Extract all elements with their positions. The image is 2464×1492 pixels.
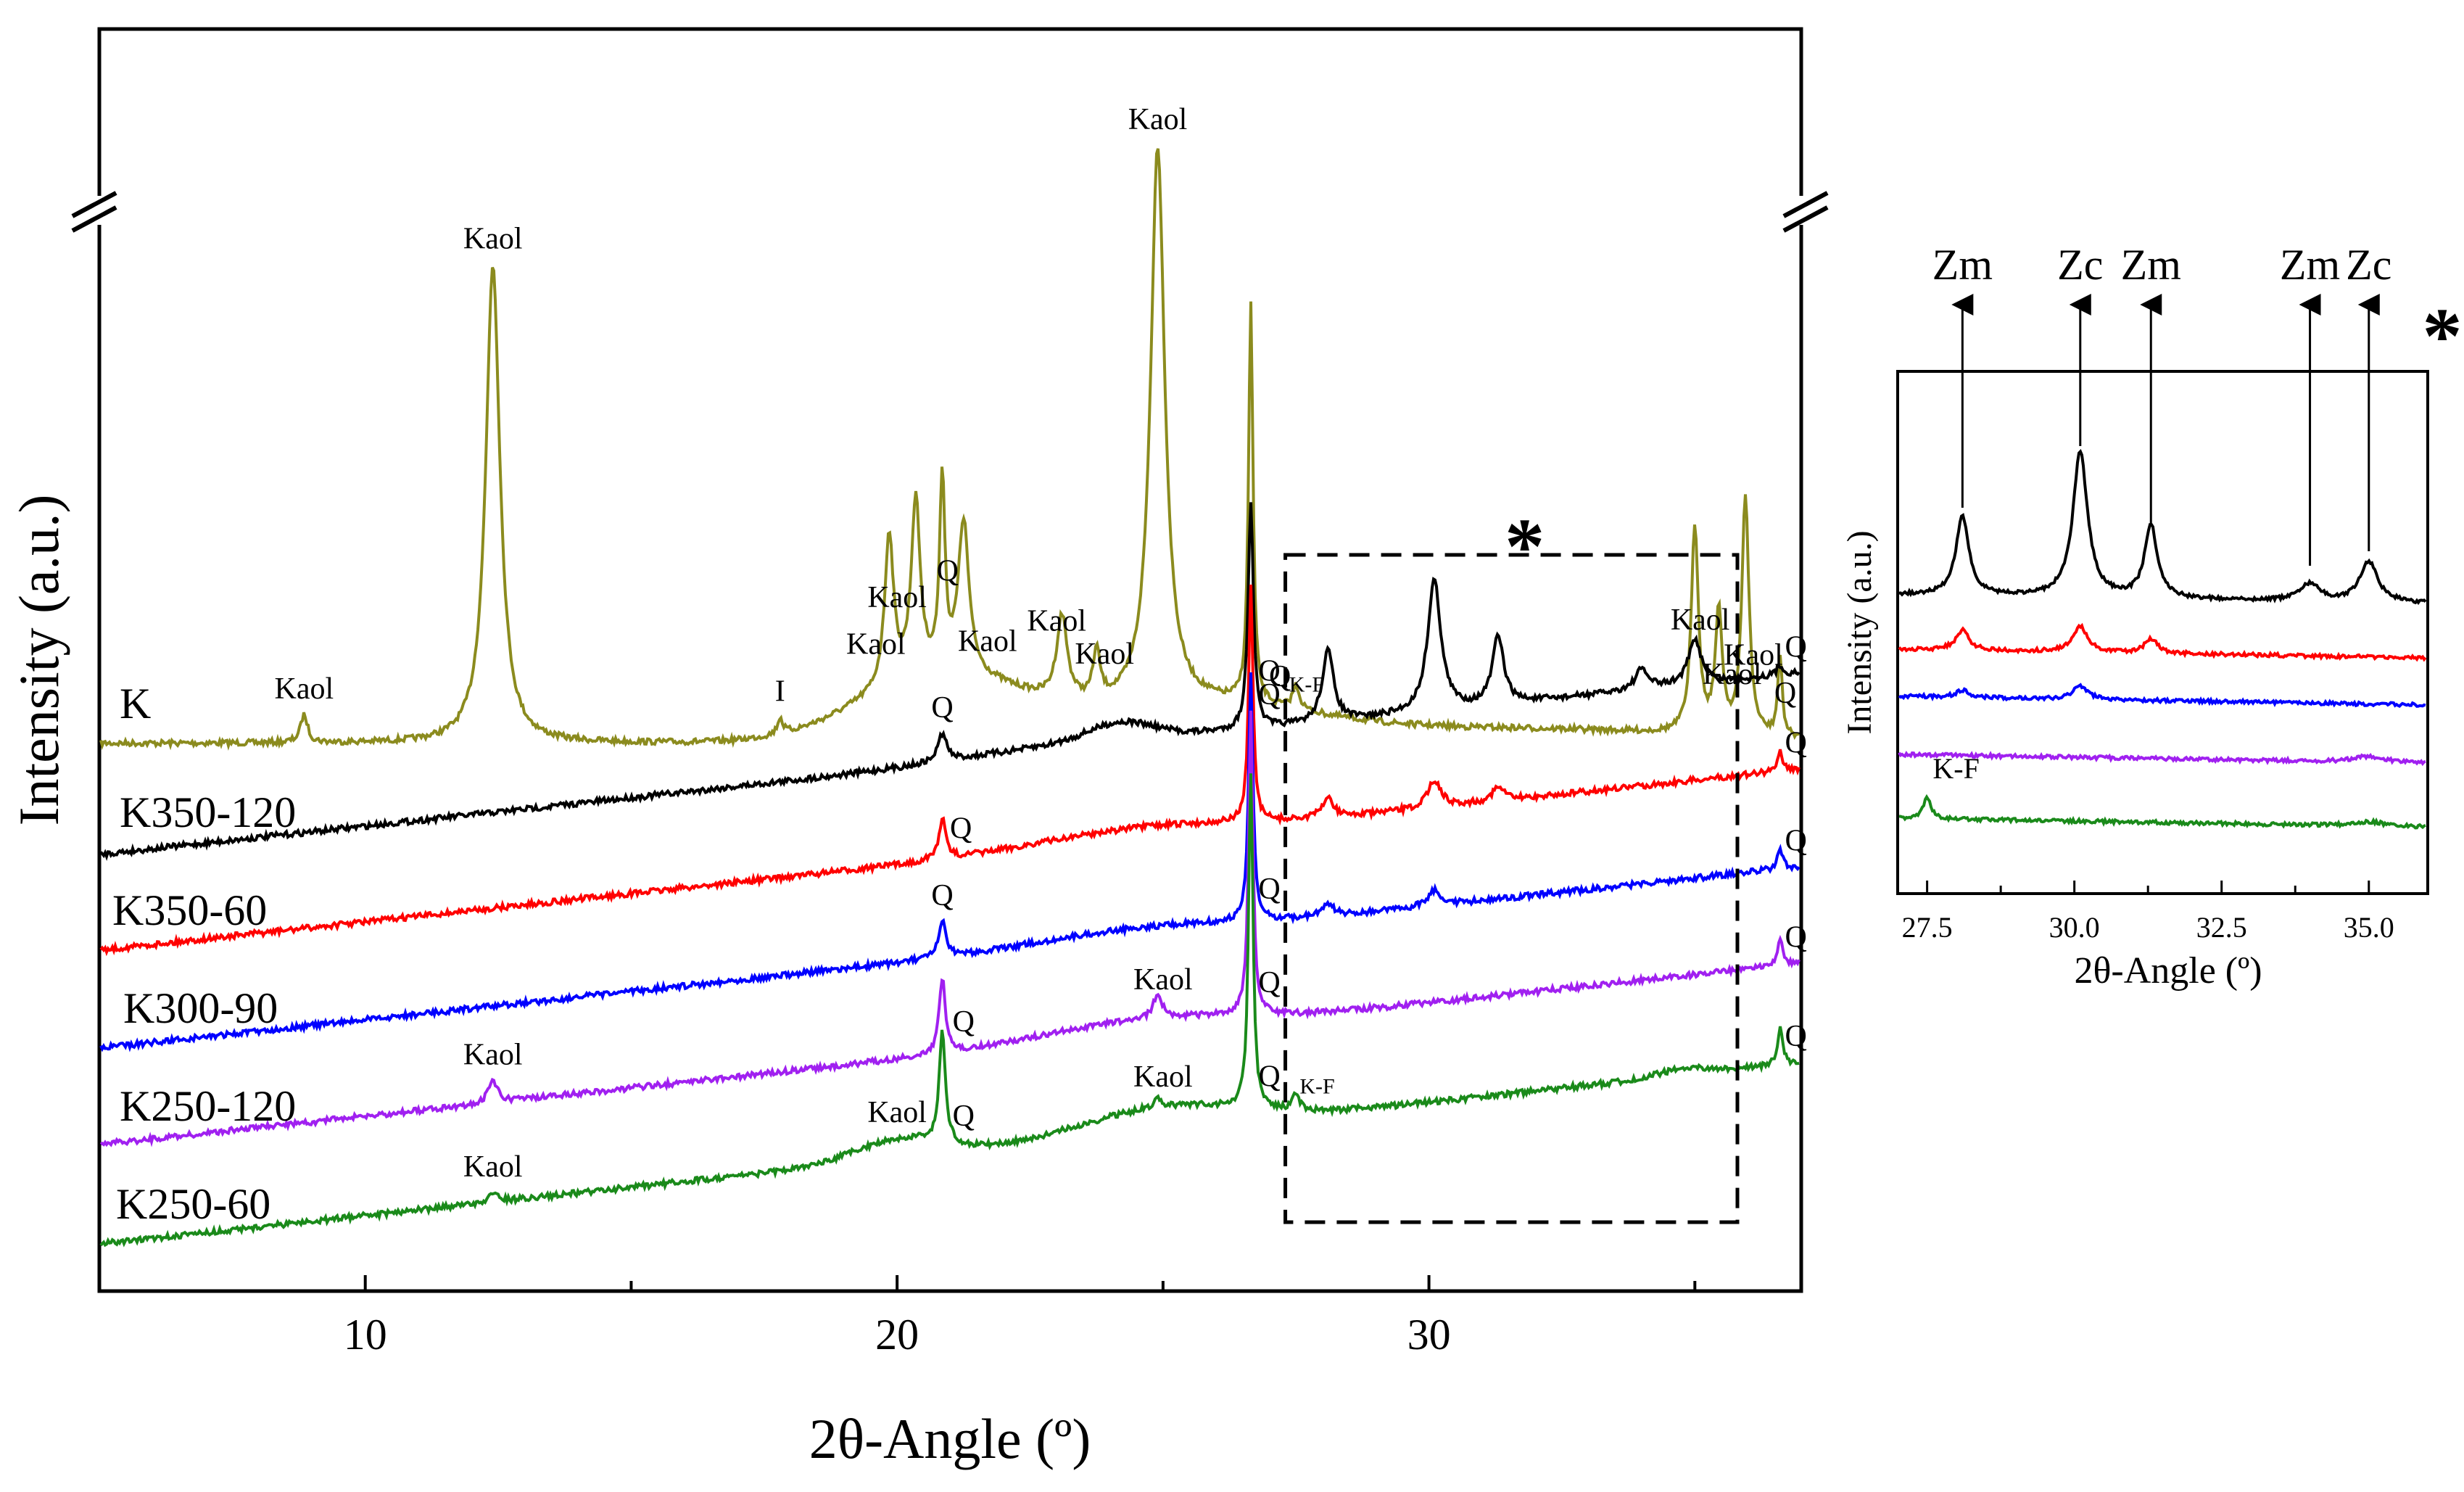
main-x-ticks: 10 20 30: [98, 1275, 1697, 1359]
peak-label: Q: [1269, 660, 1291, 693]
peak-label: Q: [1258, 1060, 1280, 1094]
peak-label: Q: [1785, 1020, 1806, 1053]
inset-x-tick-label: 27.5: [1902, 911, 1953, 944]
peak-label: Kaol: [1075, 638, 1134, 671]
sample-label: K: [120, 680, 151, 728]
peak-label: Q: [931, 691, 953, 725]
series-line-K250-120: [99, 710, 1801, 1147]
peak-label: Q: [1785, 920, 1806, 954]
phase-label: Zm: [2280, 241, 2340, 289]
peak-label: Q: [950, 812, 972, 846]
sample-label: K250-60: [116, 1180, 270, 1228]
main-sample-labels: K K350-120 K350-60 K300-90 K250-120 K250-60: [112, 680, 296, 1228]
phase-label: Zc: [2057, 241, 2103, 289]
peak-label: Q: [1774, 677, 1796, 710]
peak-label: Q: [953, 1005, 975, 1039]
inset-series-line-K350-120: [1898, 449, 2427, 606]
inset-series-line-K300-90: [1898, 683, 2426, 708]
zoom-region-box: [1283, 553, 1740, 1224]
peak-label: Kaol: [1133, 1060, 1193, 1094]
peak-label: Kaol: [867, 581, 927, 614]
peak-label: Kaol: [463, 223, 523, 256]
peak-label: Kaol: [1027, 605, 1086, 638]
inset-x-ticks: 27.5 30.0 32.5 35.0: [1902, 881, 2394, 944]
x-tick-label: 20: [875, 1311, 919, 1359]
inset-peak-label: K-F: [1932, 752, 1979, 785]
peak-label: Q: [931, 879, 953, 912]
peak-label: K-F: [1299, 1074, 1334, 1098]
sample-label: K250-120: [120, 1082, 296, 1130]
peak-label: Q: [1785, 630, 1806, 664]
peak-label: Kaol: [463, 1038, 523, 1071]
inset-chart: 27.5 30.0 32.5 35.0 Zm Zc Zm Zm Zc K-F * 2θ-Ang…: [1840, 241, 2463, 992]
peak-label: K-F: [1289, 672, 1324, 696]
main-x-axis-label: 2θ-Angle (º): [809, 1407, 1091, 1470]
peak-label: Q: [1258, 966, 1280, 1000]
main-series: [99, 148, 1801, 1248]
inset-series-line-K250-120: [1898, 750, 2426, 767]
peak-label: Q: [953, 1100, 975, 1133]
peak-label: Q: [1785, 825, 1806, 858]
peak-label: I: [775, 675, 785, 709]
inset-x-tick-label: 30.0: [2049, 911, 2100, 944]
axis-break-marks: [71, 191, 1829, 233]
inset-series-line-K350-60: [1898, 622, 2427, 662]
phase-label: Zc: [2346, 241, 2391, 289]
peak-label: Kaol: [867, 1096, 927, 1129]
peak-label: Kaol: [846, 628, 906, 661]
peak-label: Kaol: [463, 1150, 523, 1184]
inset-x-axis-label: 2θ-Angle (º): [2074, 950, 2262, 992]
x-tick-label: 10: [344, 1311, 387, 1359]
sample-label: K300-90: [123, 984, 278, 1032]
peak-label: Q: [1785, 727, 1806, 760]
inset-marker: *: [2423, 292, 2463, 380]
inset-series: [1898, 449, 2427, 830]
inset-peak-labels: K-F: [1932, 752, 1979, 785]
x-tick-label: 30: [1407, 1311, 1451, 1359]
series-line-K300-90: [99, 672, 1801, 1052]
peak-label: Q: [1258, 654, 1280, 688]
main-y-axis-label: Intensity (a.u.): [7, 494, 70, 825]
sample-label: K350-60: [112, 886, 267, 934]
inset-y-axis-label: Intensity (a.u.): [1840, 530, 1879, 734]
inset-plot-area: [1896, 370, 2429, 895]
peak-label: Kaol: [958, 625, 1017, 659]
peak-label: Kaol: [1128, 103, 1188, 136]
phase-label: Zm: [1932, 241, 1993, 289]
series-line-K350-120: [99, 502, 1801, 862]
inset-x-tick-label: 35.0: [2344, 911, 2394, 944]
peak-label: Kaol: [275, 672, 334, 706]
sample-label: K350-120: [120, 788, 296, 836]
inset-phase-markers: Zm Zc Zm Zm Zc: [1932, 241, 2391, 566]
phase-label: Zm: [2121, 241, 2181, 289]
inset-x-tick-label: 32.5: [2196, 911, 2247, 944]
series-line-K250-60: [99, 773, 1800, 1248]
peak-label: Q: [937, 554, 959, 588]
series-line-K350-60: [99, 585, 1801, 957]
zoom-region-marker: *: [1505, 502, 1545, 590]
series-line-K: [99, 148, 1800, 751]
peak-label: Q: [1258, 873, 1280, 906]
inset-series-line-K250-60: [1898, 794, 2426, 830]
peak-label: Q: [1258, 678, 1280, 712]
main-chart: 10 20 30 KaolKaolIKaolKaolQKaolKaolKaolKao…: [7, 27, 1829, 1470]
peak-label: Kaol: [1671, 603, 1730, 637]
peak-label: Kaol: [1724, 638, 1783, 672]
peak-label: Kaol: [1133, 963, 1193, 997]
main-plot-area: [97, 27, 1803, 1293]
peak-label: Kaol: [1703, 658, 1762, 691]
